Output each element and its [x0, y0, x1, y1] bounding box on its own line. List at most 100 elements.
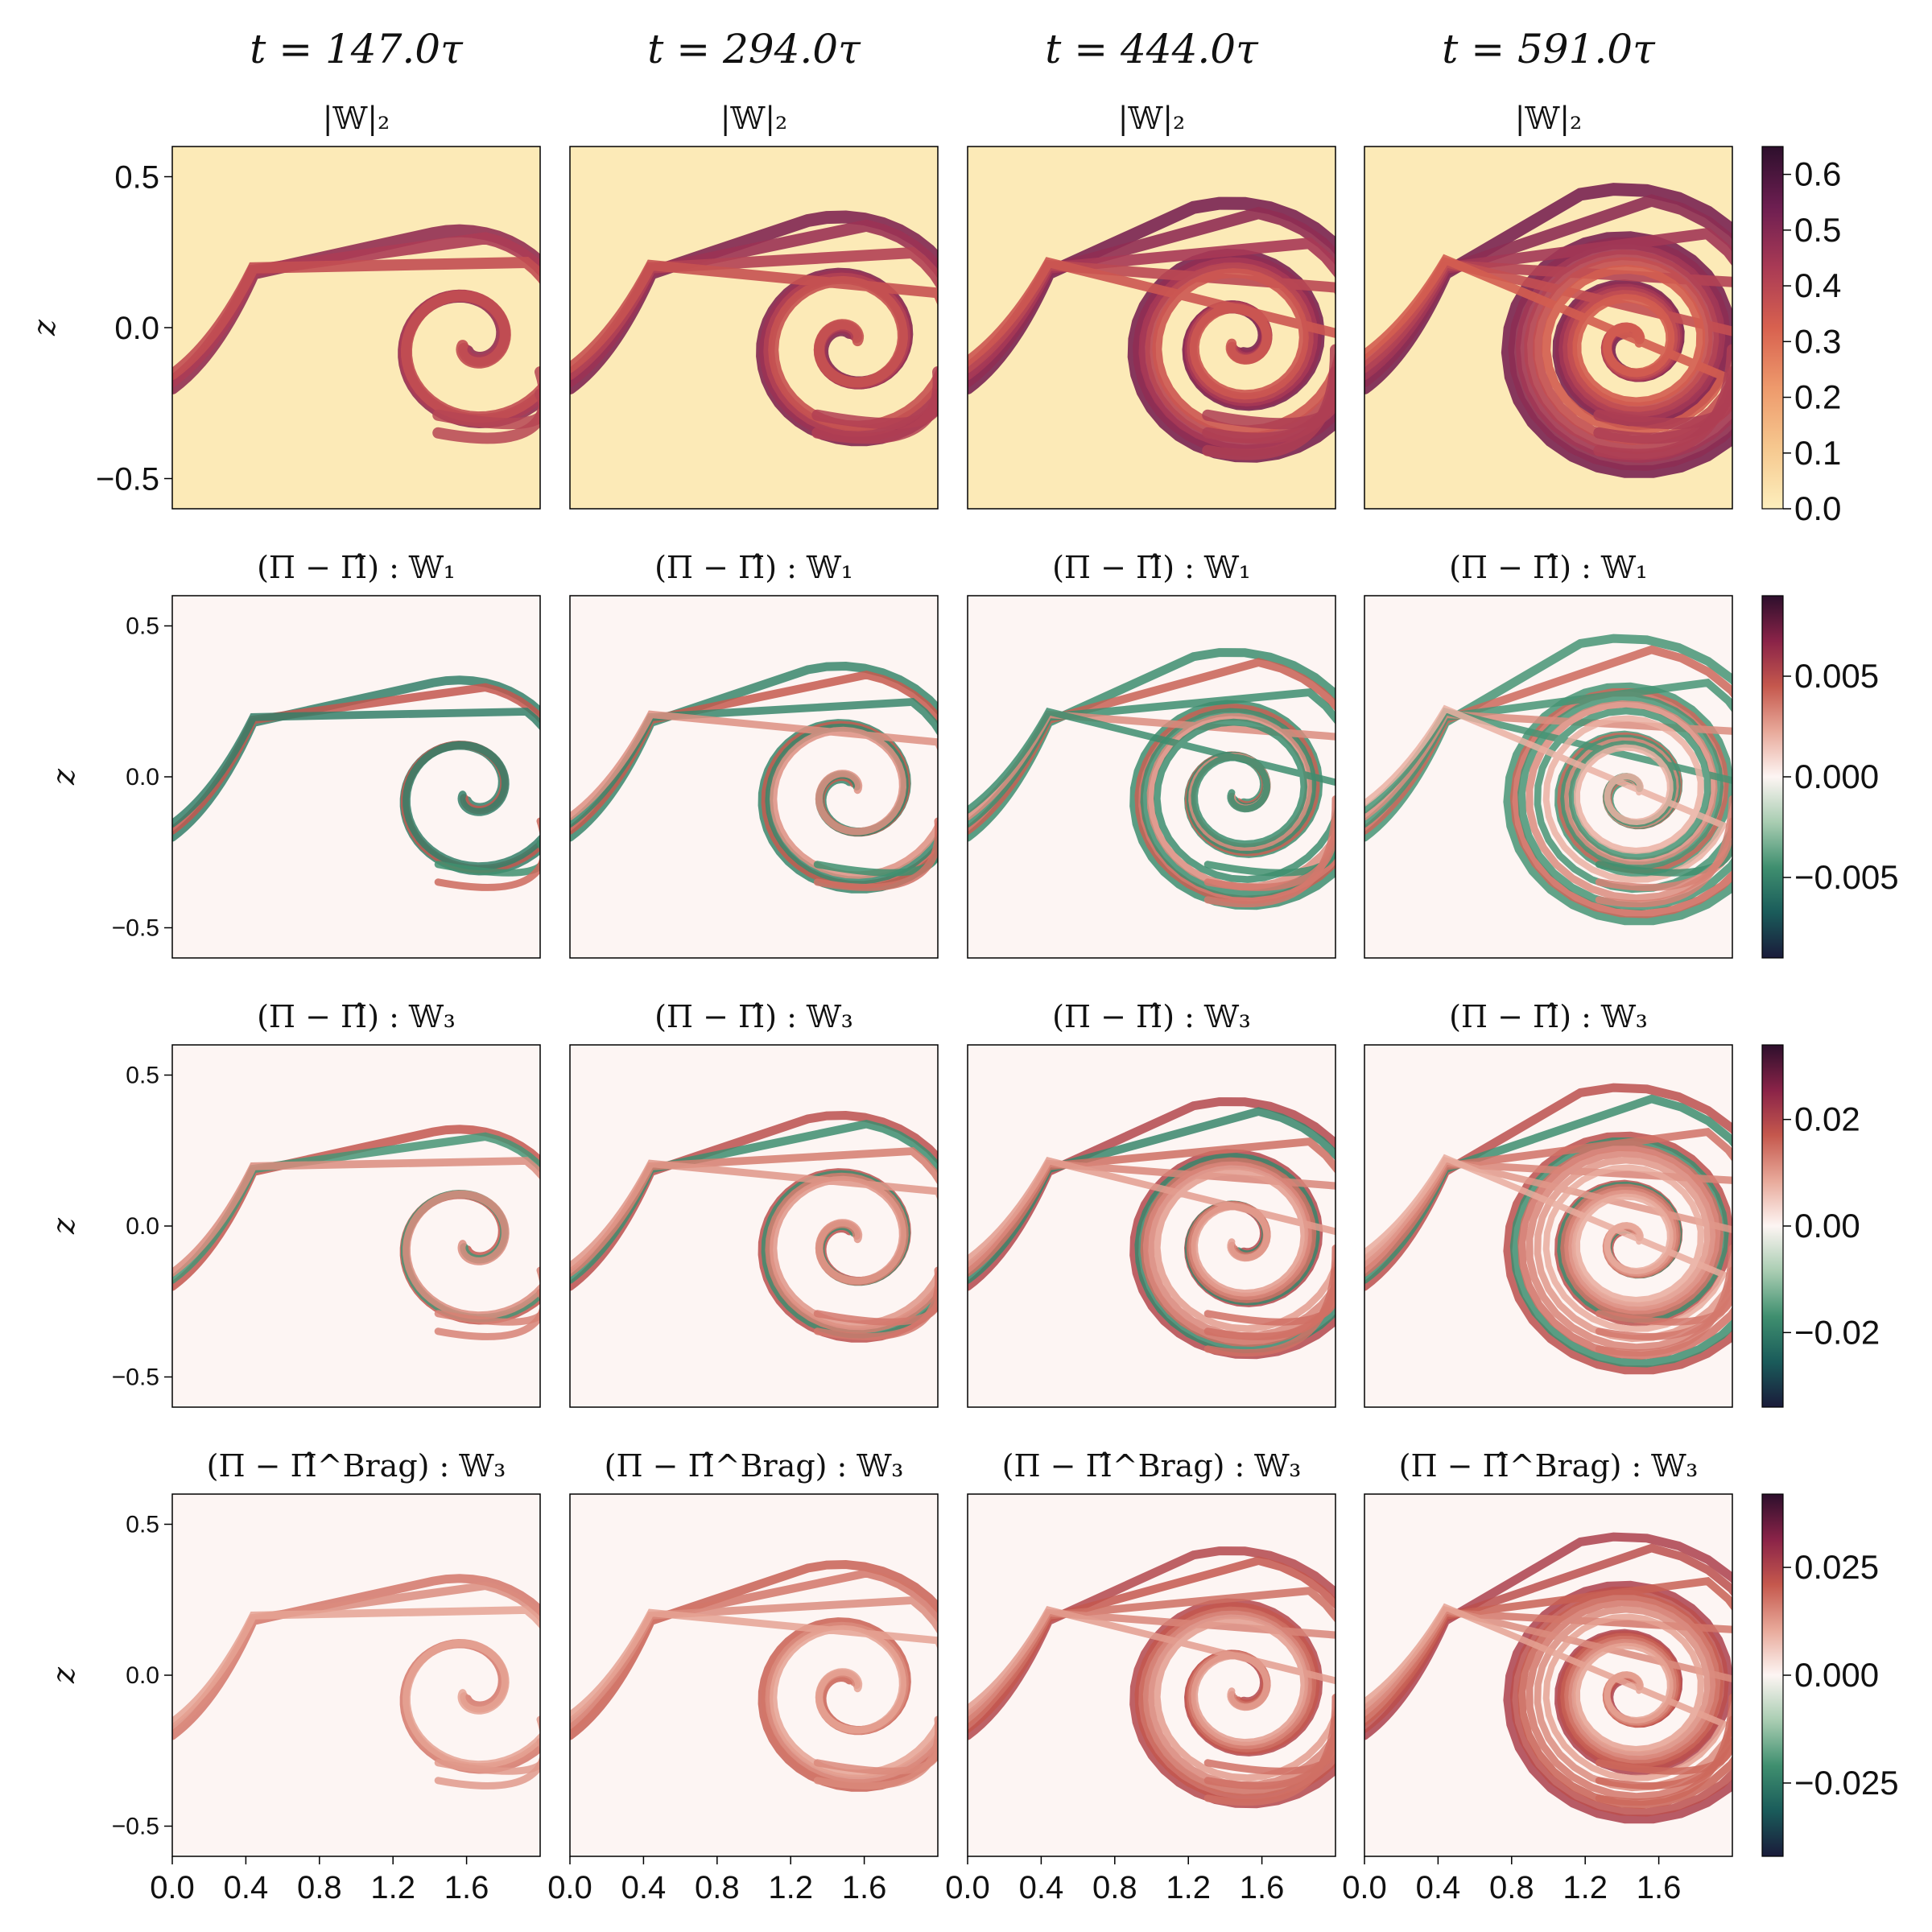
lower-arm-band — [1595, 1694, 1732, 1806]
field-layers — [172, 1574, 540, 1790]
x-tick-label: 0.8 — [297, 1870, 342, 1905]
x-tick-label: 1.6 — [842, 1870, 887, 1905]
colorbar — [1761, 595, 1784, 959]
panels: |𝕎|₂ −0.5 0.0 0.5 z |𝕎|₂ |𝕎|₂ |𝕎|₂ (Π − Π̂) : 𝕎₁… — [27, 101, 1733, 1905]
shear-layer-band — [1364, 1154, 1728, 1332]
x-tick-label: 1.6 — [1240, 1870, 1285, 1905]
field-layers — [1364, 1532, 1732, 1824]
field-layers — [1364, 183, 1732, 478]
x-tick-label: 0.8 — [1489, 1870, 1534, 1905]
panel-background — [172, 147, 540, 509]
column-title-2: t = 294.0τ — [647, 26, 861, 72]
z-tick-label: −0.5 — [112, 1814, 159, 1840]
panel-frame — [569, 595, 939, 959]
panel-frame — [569, 1044, 939, 1408]
x-tick-label: 0.0 — [945, 1870, 990, 1905]
panel-title: |𝕎|₂ — [1515, 101, 1583, 136]
shear-layer-band — [570, 259, 938, 431]
panel-frame — [569, 146, 939, 510]
panel-r4-c3: (Π − Π̂^Brag) : 𝕎₃ 0.0 0.4 0.8 1.2 1.6 — [945, 1448, 1336, 1905]
shear-layer-band — [968, 1157, 1335, 1332]
panel-r2-c2: (Π − Π̂) : 𝕎₁ — [569, 550, 939, 959]
x-tick-label: 1.2 — [1563, 1870, 1608, 1905]
panel-r3-c1: (Π − Π̂) : 𝕎₃ −0.5 0.0 0.5 z — [46, 999, 541, 1408]
panel-frame — [1364, 595, 1733, 959]
x-tick-label: 0.0 — [1342, 1870, 1387, 1905]
field-layers — [172, 1125, 540, 1340]
field-layers — [570, 661, 938, 894]
lower-arm-band — [1595, 795, 1732, 908]
field-layers — [968, 1097, 1335, 1360]
x-tick-label: 0.8 — [1092, 1870, 1137, 1905]
panel-r4-c2: (Π − Π̂^Brag) : 𝕎₃ 0.0 0.4 0.8 1.2 1.6 — [547, 1448, 939, 1905]
colorbar-row-3: −0.02 0.00 0.02 — [1761, 1044, 1880, 1408]
lower-arm-band — [434, 1289, 540, 1326]
panel-title: (Π − Π̂) : 𝕎₁ — [654, 550, 853, 585]
panel-r3-c4: (Π − Π̂) : 𝕎₃ — [1364, 999, 1733, 1408]
panel-title: (Π − Π̂) : 𝕎₁ — [1052, 550, 1251, 585]
shear-layer-band — [968, 708, 1335, 883]
panel-r1-c3: |𝕎|₂ — [967, 101, 1336, 510]
lower-arm-band — [434, 1715, 540, 1790]
colorbar-tick-label: 0.4 — [1794, 266, 1841, 304]
x-tick-label: 0.4 — [1019, 1870, 1064, 1905]
lower-arm-band — [434, 817, 540, 891]
z-tick-label: −0.5 — [96, 462, 159, 497]
colorbar-tick-label: −0.025 — [1794, 1764, 1899, 1802]
field-layers — [172, 675, 540, 891]
panel-background — [172, 596, 540, 958]
lower-arm-band — [1203, 1738, 1335, 1775]
x-tick-label: 1.2 — [1166, 1870, 1211, 1905]
x-tick-label: 1.6 — [1637, 1870, 1682, 1905]
field-layers — [968, 648, 1335, 910]
shear-layer-band — [172, 1157, 540, 1320]
shear-layer-band — [172, 256, 540, 423]
colorbar — [1761, 1044, 1784, 1408]
lower-arm-band — [1203, 1694, 1335, 1806]
panel-frame — [967, 1493, 1336, 1857]
panel-background — [570, 147, 938, 509]
z-axis-label: z — [27, 319, 62, 336]
colorbar-tick-label: 0.000 — [1794, 758, 1879, 795]
column-title-4: t = 591.0τ — [1442, 26, 1656, 72]
panel-background — [570, 596, 938, 958]
panel-r3-c2: (Π − Π̂) : 𝕎₃ — [569, 999, 939, 1408]
z-tick-label: 0.0 — [126, 764, 159, 791]
panel-title: (Π − Π̂) : 𝕎₃ — [1052, 999, 1251, 1034]
panel-frame — [967, 146, 1336, 510]
z-tick-label: 0.5 — [114, 160, 159, 196]
colorbar-tick-label: 0.000 — [1794, 1656, 1879, 1694]
shear-layer-band — [172, 708, 540, 871]
colorbar-tick-label: 0.00 — [1794, 1207, 1860, 1245]
panel-r3-c3: (Π − Π̂) : 𝕎₃ — [967, 999, 1336, 1408]
shear-layer-band — [1364, 254, 1730, 436]
lower-arm-band — [432, 366, 540, 444]
field-layers — [1364, 1083, 1732, 1375]
colorbar-tick-label: 0.0 — [1794, 489, 1841, 527]
panel-title: (Π − Π̂) : 𝕎₁ — [257, 550, 456, 585]
z-axis-label: z — [46, 768, 81, 786]
shear-layer-band — [968, 257, 1335, 436]
x-tick-label: 0.4 — [1416, 1870, 1461, 1905]
panel-r1-c2: |𝕎|₂ — [569, 101, 939, 510]
x-tick-label: 0.0 — [150, 1870, 195, 1905]
field-layers — [172, 224, 540, 444]
z-tick-label: −0.5 — [112, 1364, 159, 1391]
lower-arm-band — [434, 840, 540, 877]
panel-title: (Π − Π̂^Brag) : 𝕎₃ — [1002, 1448, 1302, 1484]
z-axis-label: z — [46, 1666, 81, 1684]
lower-arm-band — [434, 1738, 540, 1775]
z-axis-label: z — [46, 1217, 81, 1235]
column-title-1: t = 147.0τ — [250, 26, 464, 72]
lower-arm-band — [434, 1266, 540, 1340]
column-title-3: t = 444.0τ — [1045, 26, 1259, 72]
lower-arm-band — [1203, 1245, 1335, 1357]
panel-r1-c4: |𝕎|₂ — [1364, 101, 1733, 510]
z-tick-label: 0.5 — [126, 1063, 159, 1089]
panel-r2-c3: (Π − Π̂) : 𝕎₁ — [967, 550, 1336, 959]
colorbar-row-2: −0.005 0.000 0.005 — [1761, 595, 1899, 959]
panel-r4-c4: (Π − Π̂^Brag) : 𝕎₃ 0.0 0.4 0.8 1.2 1.6 — [1342, 1448, 1733, 1905]
shear-layer-band — [1364, 1603, 1728, 1781]
shear-layer-band — [1364, 704, 1728, 883]
